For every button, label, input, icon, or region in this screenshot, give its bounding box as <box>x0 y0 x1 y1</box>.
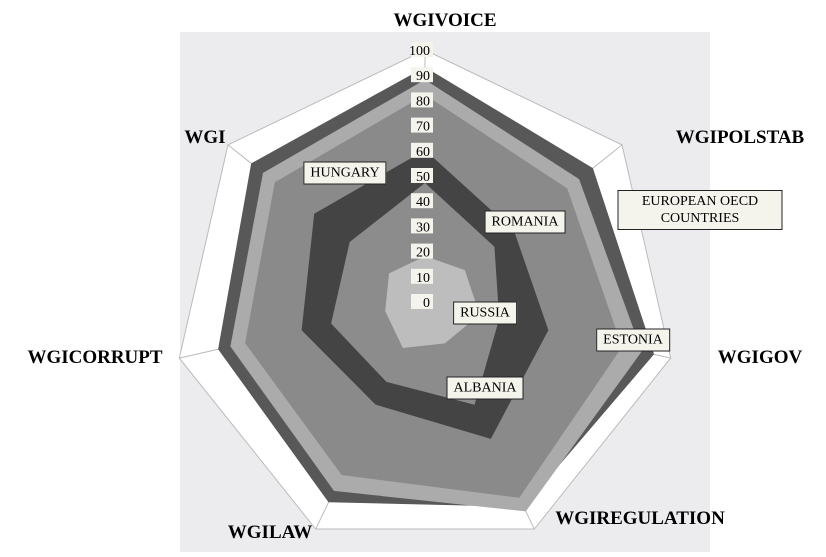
axis-label: WGIVOICE <box>393 10 496 31</box>
tick-bg <box>411 42 433 57</box>
tick-bg <box>411 193 433 209</box>
y-tick-label: 70 <box>416 120 430 135</box>
tick-bg <box>411 92 433 108</box>
tick-bg <box>411 243 433 259</box>
tick-bg <box>411 67 433 83</box>
y-tick-label: 100 <box>409 44 430 59</box>
axis-label: WGI <box>184 127 225 148</box>
y-tick-label: 30 <box>416 220 430 235</box>
tick-bg <box>411 268 433 284</box>
series-label: EUROPEAN OECD COUNTRIES <box>617 190 783 230</box>
series-label: ESTONIA <box>596 328 670 352</box>
axis-label: WGICORRUPT <box>27 347 162 368</box>
tick-bg <box>411 168 433 183</box>
tick-bg <box>411 117 433 133</box>
y-tick-label: 20 <box>416 246 430 261</box>
series-label: ROMANIA <box>484 210 566 234</box>
y-tick-label: 40 <box>416 195 430 210</box>
y-tick-label: 50 <box>416 170 430 185</box>
tick-bg <box>411 218 433 234</box>
series-label: RUSSIA <box>453 301 517 325</box>
tick-bg <box>411 294 433 309</box>
tick-bg <box>411 142 433 158</box>
axis-label: WGIGOV <box>718 347 803 368</box>
series-label: HUNGARY <box>303 161 387 185</box>
y-tick-label: 0 <box>423 296 430 311</box>
y-tick-label: 80 <box>416 94 430 109</box>
axis-label: WGIREGULATION <box>555 508 725 529</box>
axis-label: WGIPOLSTAB <box>676 127 805 148</box>
axis-label: WGILAW <box>228 522 312 543</box>
series-label: ALBANIA <box>446 376 524 400</box>
y-tick-label: 90 <box>416 69 430 84</box>
y-tick-label: 60 <box>416 145 430 160</box>
y-tick-label: 10 <box>416 271 430 286</box>
